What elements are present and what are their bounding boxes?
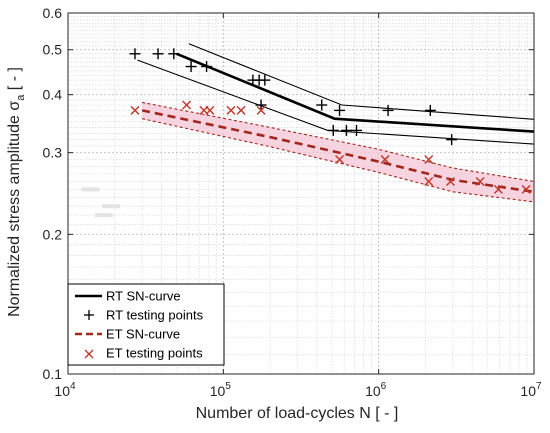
legend-rt-testing-points-label: RT testing points bbox=[106, 308, 204, 323]
rt-sn-curve-line bbox=[176, 52, 535, 133]
legend-et-sn-curve-label: ET SN-curve bbox=[106, 327, 180, 342]
rt-testing-point bbox=[255, 99, 267, 111]
legend-rt-sn-curve-label: RT SN-curve bbox=[106, 289, 181, 304]
legend: RT SN-curve RT testing points ET SN-curv… bbox=[67, 283, 225, 366]
data-markers bbox=[129, 48, 531, 194]
rt-testing-point bbox=[259, 74, 271, 86]
rt-testing-point bbox=[168, 48, 180, 60]
rt-testing-point bbox=[351, 124, 363, 136]
y-tick-label: 0.4 bbox=[43, 87, 63, 103]
rt-testing-point bbox=[334, 104, 346, 116]
et-testing-point bbox=[424, 154, 434, 165]
y-axis-label-main: Normalized stress amplitude σ bbox=[6, 101, 23, 317]
x-tick-label: 106 bbox=[365, 381, 387, 399]
background-artifacts bbox=[81, 187, 121, 218]
et-sn-curve-line bbox=[141, 109, 535, 194]
rt-testing-point bbox=[201, 61, 213, 73]
y-tick-label: 0.2 bbox=[43, 226, 63, 242]
y-axis-label: Normalized stress amplitude σa [ - ] bbox=[6, 67, 27, 317]
y-axis-label-tail: [ - ] bbox=[6, 67, 23, 95]
et-testing-point bbox=[380, 154, 390, 165]
et-testing-point bbox=[205, 105, 215, 115]
background-artifact bbox=[81, 187, 100, 192]
series-lines bbox=[137, 43, 535, 203]
et-band-line bbox=[141, 118, 535, 203]
axes-frame bbox=[67, 12, 535, 375]
et-testing-point bbox=[475, 176, 485, 187]
rt-testing-point bbox=[446, 134, 458, 146]
minor-grid bbox=[68, 13, 534, 374]
et-testing-point bbox=[335, 154, 345, 165]
y-tick-label: 0.6 bbox=[43, 5, 63, 21]
rt-testing-point bbox=[424, 104, 436, 116]
x-tick-label: 107 bbox=[520, 381, 542, 399]
y-tick-label: 0.3 bbox=[43, 145, 63, 161]
x-tick-labels: 104 105 106 107 bbox=[54, 381, 542, 399]
rt-testing-point bbox=[382, 104, 394, 116]
rt-testing-point bbox=[316, 99, 328, 111]
y-tick-label: 0.5 bbox=[43, 42, 63, 58]
legend-box bbox=[67, 283, 225, 366]
et-testing-point bbox=[226, 105, 236, 115]
legend-rt-testing-points-marker bbox=[84, 310, 94, 320]
y-tick-labels: 0.1 0.2 0.3 0.4 0.5 0.6 bbox=[43, 5, 63, 382]
rt-testing-point bbox=[327, 124, 339, 136]
et-testing-point bbox=[521, 184, 531, 194]
rt-testing-point bbox=[340, 124, 352, 136]
et-testing-point bbox=[130, 105, 140, 115]
et-testing-point bbox=[236, 105, 246, 115]
legend-et-testing-points-marker bbox=[84, 349, 94, 359]
rt-band-line bbox=[188, 43, 535, 120]
background-artifact bbox=[94, 213, 113, 218]
x-tick-label: 105 bbox=[210, 381, 232, 399]
plot-frame bbox=[67, 12, 535, 375]
y-axis-label-subscript: a bbox=[15, 94, 27, 101]
x-tick-label: 104 bbox=[54, 381, 76, 399]
x-axis-label: Number of load-cycles N [ - ] bbox=[196, 405, 399, 422]
et-testing-point bbox=[256, 105, 266, 115]
rt-band-line bbox=[137, 59, 535, 145]
y-tick-label: 0.1 bbox=[43, 366, 63, 382]
rt-testing-point bbox=[152, 48, 164, 60]
background-artifact bbox=[102, 204, 121, 209]
rt-testing-point bbox=[129, 48, 141, 60]
legend-et-testing-points-label: ET testing points bbox=[106, 346, 203, 361]
rt-testing-point bbox=[185, 61, 197, 73]
et-testing-point bbox=[424, 176, 434, 187]
et-testing-point bbox=[445, 176, 456, 187]
et-testing-point bbox=[493, 184, 503, 194]
et-testing-point bbox=[182, 100, 192, 110]
